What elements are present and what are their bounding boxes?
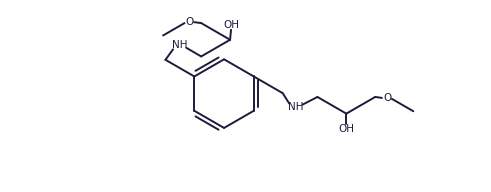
Text: NH: NH	[172, 40, 188, 50]
Text: OH: OH	[338, 124, 355, 134]
Text: O: O	[185, 17, 193, 27]
Text: O: O	[383, 93, 391, 103]
Text: NH: NH	[288, 103, 304, 113]
Text: OH: OH	[223, 20, 240, 30]
